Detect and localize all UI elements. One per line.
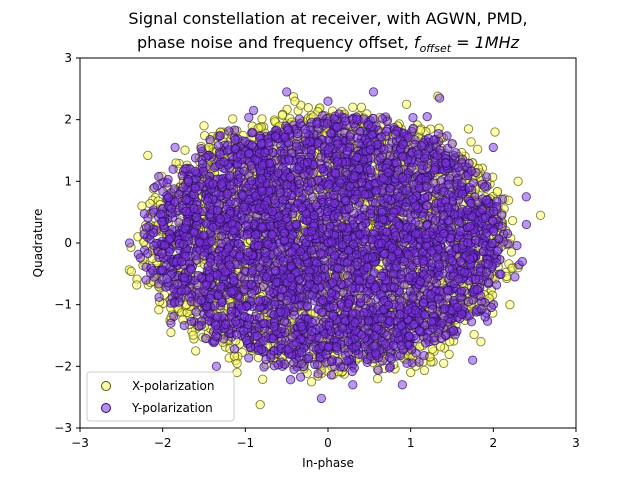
x-polarization-point	[132, 280, 142, 290]
x-polarization-point	[506, 247, 517, 257]
title-math-rest: = 1MHz	[451, 33, 520, 52]
y-polarization-point	[162, 178, 172, 188]
title-math-sub: offset	[420, 42, 452, 55]
x-polarization-point	[427, 344, 437, 354]
x-polarization-point	[306, 377, 317, 387]
x-polarization-point	[513, 176, 523, 186]
x-polarization-point	[469, 329, 479, 340]
x-polarization-point	[406, 367, 416, 378]
title-line-1: Signal constellation at receiver, with A…	[128, 9, 527, 28]
x-polarization-point	[444, 349, 454, 360]
y-polarization-point	[481, 172, 492, 182]
x-polarization-point	[257, 114, 267, 124]
x-polarization-point	[439, 358, 449, 368]
x-polarization-point	[505, 300, 515, 310]
y-polarization-point	[322, 119, 332, 129]
x-polarization-point	[401, 99, 412, 109]
x-polarization-point	[507, 215, 518, 226]
x-polarization-point	[126, 266, 136, 277]
y-polarization-point	[154, 292, 164, 302]
x-polarization-point	[492, 186, 503, 197]
x-polarization-point	[466, 137, 476, 147]
title-line-2: phase noise and frequency offset, foffse…	[137, 33, 520, 55]
x-polarization-point	[277, 110, 288, 120]
x-polarization-point	[191, 346, 201, 356]
x-polarization-point	[228, 114, 238, 124]
y-polarization-point	[408, 123, 418, 133]
y-polarization-point	[491, 280, 502, 290]
chart-title: Signal constellation at receiver, with A…	[128, 9, 527, 55]
y-polarization-point	[215, 130, 225, 141]
y-polarization-point	[244, 112, 254, 123]
y-polarization-point	[239, 326, 249, 336]
x-polarization-point	[303, 103, 313, 113]
points-layer	[124, 87, 546, 410]
x-polarization-point	[372, 374, 383, 384]
y-polarization-point	[402, 358, 412, 368]
x-polarization-point	[258, 374, 268, 384]
x-polarization-point	[463, 124, 474, 134]
x-polarization-point	[137, 201, 147, 211]
y-polarization-point	[191, 307, 201, 317]
y-polarization-point	[143, 248, 153, 259]
y-polarization-point	[259, 362, 269, 372]
y-polarization-point	[480, 182, 490, 192]
y-polarization-point	[502, 229, 513, 239]
y-polarization-point	[319, 263, 330, 273]
x-polarization-point	[419, 365, 430, 376]
y-polarization-point	[233, 238, 243, 249]
x-polarization-point	[199, 121, 209, 131]
y-polarization-point	[496, 269, 506, 280]
x-polarization-point	[166, 327, 176, 338]
y-polarization-point	[205, 135, 215, 145]
x-polarization-point	[490, 127, 500, 137]
x-polarization-point	[356, 102, 367, 112]
x-polarization-point	[180, 145, 190, 155]
x-polarization-point	[290, 96, 300, 106]
x-polarization-point	[348, 102, 358, 112]
y-polarization-point	[179, 320, 189, 331]
x-polarization-point	[476, 337, 486, 347]
y-polarization-point	[313, 369, 323, 379]
y-polarization-point	[215, 149, 225, 160]
x-polarization-point	[188, 330, 198, 340]
y-polarization-point	[376, 132, 386, 142]
x-polarization-point	[154, 305, 164, 315]
y-polarization-point	[470, 274, 481, 284]
x-polarization-point	[255, 399, 265, 410]
y-polarization-point	[266, 350, 276, 360]
y-polarization-point	[244, 353, 254, 363]
x-polarization-point	[473, 144, 483, 154]
y-polarization-point	[295, 372, 306, 382]
y-polarization-point	[408, 112, 418, 123]
x-polarization-point	[232, 358, 242, 369]
title-math-f: f	[414, 33, 422, 52]
y-polarization-point	[442, 131, 452, 141]
x-polarization-point	[535, 210, 546, 220]
x-polarization-point	[143, 150, 153, 161]
title-line-2-text: phase noise and frequency offset,	[137, 33, 414, 52]
y-polarization-point	[401, 185, 412, 196]
y-polarization-point	[148, 228, 159, 238]
